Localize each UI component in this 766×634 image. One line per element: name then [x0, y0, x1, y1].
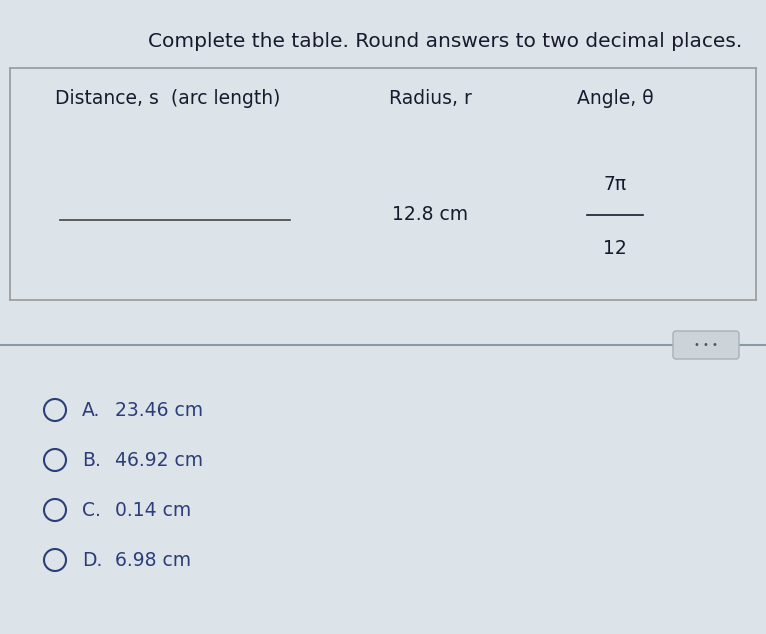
Text: 12.8 cm: 12.8 cm	[392, 205, 468, 224]
Circle shape	[44, 549, 66, 571]
Text: 6.98 cm: 6.98 cm	[115, 550, 192, 569]
Circle shape	[44, 499, 66, 521]
Text: C.: C.	[82, 500, 101, 519]
Text: Distance, s  (arc length): Distance, s (arc length)	[55, 89, 280, 108]
Text: 23.46 cm: 23.46 cm	[115, 401, 203, 420]
Text: 7π: 7π	[604, 176, 627, 195]
Text: 0.14 cm: 0.14 cm	[115, 500, 192, 519]
Text: Complete the table. Round answers to two decimal places.: Complete the table. Round answers to two…	[148, 32, 742, 51]
Text: B.: B.	[82, 451, 101, 470]
Text: D.: D.	[82, 550, 103, 569]
Text: Radius, r: Radius, r	[388, 89, 471, 108]
Text: 46.92 cm: 46.92 cm	[115, 451, 203, 470]
Text: Angle, θ: Angle, θ	[577, 89, 653, 108]
Text: A.: A.	[82, 401, 100, 420]
Circle shape	[44, 449, 66, 471]
Text: • • •: • • •	[694, 340, 718, 350]
Text: 12: 12	[603, 238, 627, 257]
Circle shape	[44, 399, 66, 421]
FancyBboxPatch shape	[673, 331, 739, 359]
